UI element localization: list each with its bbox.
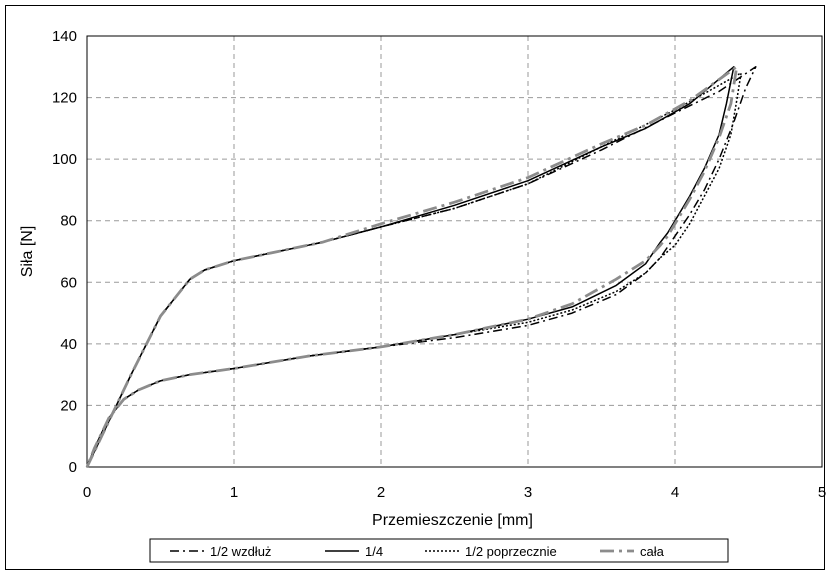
legend-label: 1/4	[365, 544, 383, 559]
x-axis-title: Przemieszczenie [mm]	[372, 512, 533, 529]
x-tick-label: 5	[818, 484, 826, 501]
x-tick-label: 2	[377, 484, 385, 501]
series-line-1	[86, 66, 757, 468]
legend: 1/2 wzdłuż 1/4 1/2 poprzecznie cała	[149, 538, 729, 563]
series-group	[85, 65, 757, 468]
y-tick-label: 20	[60, 397, 77, 414]
y-tick-label: 80	[60, 213, 77, 230]
x-tick-label: 0	[83, 484, 91, 501]
series-line-2	[86, 66, 735, 468]
chart-frame	[5, 5, 825, 570]
legend-items: 1/2 wzdłuż 1/4 1/2 poprzecznie cała	[170, 544, 665, 559]
series-line-4	[85, 65, 739, 468]
legend-label: 1/2 poprzecznie	[465, 544, 557, 559]
x-tick-label: 4	[671, 484, 679, 501]
y-tick-label: 120	[52, 90, 77, 107]
legend-label: cała	[640, 544, 665, 559]
x-tick-label: 1	[230, 484, 238, 501]
tick-labels: 0 20 40 60 80 100 120 140 0 1 2 3 4 5	[52, 28, 826, 501]
y-tick-label: 40	[60, 336, 77, 353]
y-axis-title: Siła [N]	[19, 226, 36, 278]
y-tick-label: 100	[52, 151, 77, 168]
x-tick-label: 3	[524, 484, 532, 501]
series-line-3	[86, 72, 742, 468]
y-tick-label: 0	[69, 459, 77, 476]
plot-area-border	[86, 35, 823, 468]
y-tick-label: 60	[60, 274, 77, 291]
grid	[87, 36, 822, 467]
y-tick-label: 140	[52, 28, 77, 45]
legend-label: 1/2 wzdłuż	[210, 544, 271, 559]
